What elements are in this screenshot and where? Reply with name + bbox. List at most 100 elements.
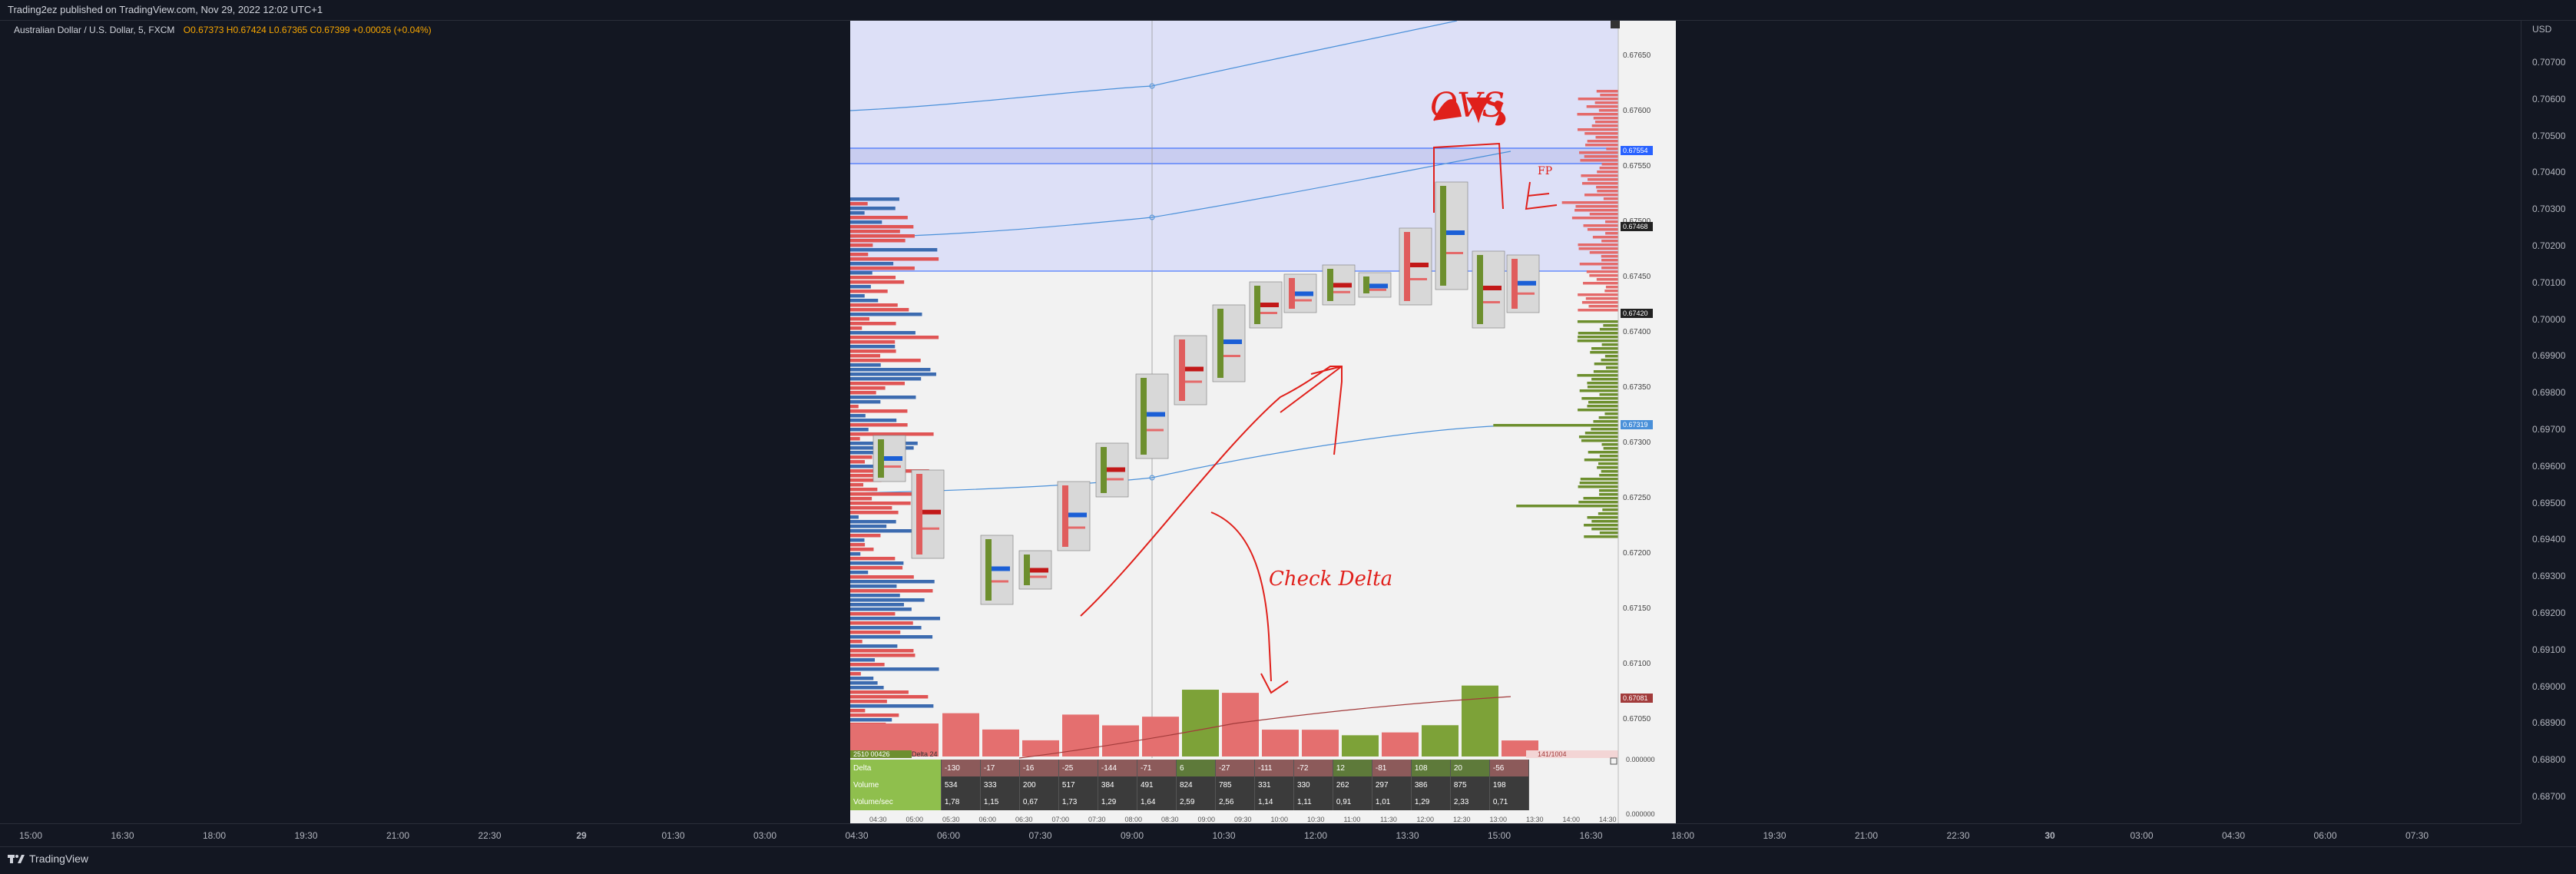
left-profile-bar: [850, 497, 872, 501]
right-profile-bar-green: [1598, 416, 1618, 419]
stats-row: Volume 534 333 200 517 384 491 824 785 331 330 262 2…: [850, 776, 1530, 793]
scroll-right-icon[interactable]: [1611, 21, 1620, 28]
right-profile-bar-green: [1590, 351, 1618, 354]
footprint-body: [1404, 232, 1410, 301]
time-axis[interactable]: 15:00 16:30 18:00 19:30 21:00 22:30 29 01:30 03:…: [0, 823, 2521, 847]
left-profile-bar: [850, 308, 909, 312]
symbol-legend[interactable]: Australian Dollar / U.S. Dollar, 5, FXCM…: [14, 25, 432, 35]
indicator-toggle-icon[interactable]: [1610, 757, 1617, 765]
stats-cell: 2,59: [1176, 793, 1216, 810]
right-profile-bar-green: [1578, 501, 1618, 504]
left-profile-bar: [850, 262, 894, 266]
inner-price-tick: 0.67200: [1623, 549, 1651, 558]
badge-black-1: [1621, 222, 1653, 231]
inner-price-tick: 0.67550: [1623, 162, 1651, 170]
time-tick: 16:30: [1579, 830, 1603, 841]
vwap-lower-band: [850, 425, 1511, 494]
stats-cell: -81: [1372, 760, 1412, 776]
box-annotation: [1433, 142, 1504, 213]
stats-cell: -17: [980, 760, 1020, 776]
footprint-level: [922, 527, 939, 530]
stats-cell: -130: [941, 760, 981, 776]
right-profile-bar-red: [1596, 278, 1618, 281]
left-profile-bar: [850, 704, 934, 708]
right-profile-bar-red: [1606, 147, 1618, 151]
right-profile-bar-red: [1584, 155, 1618, 158]
stats-cell: 384: [1098, 776, 1137, 793]
right-volume-profile: [1493, 90, 1618, 538]
stats-row: Delta -130 -17 -16 -25 -144 -71 6 -27 -111 -72 12 -8…: [850, 760, 1530, 776]
stats-cell: -25: [1058, 760, 1098, 776]
right-profile-bar-red: [1604, 290, 1618, 293]
left-profile-bar: [850, 654, 916, 657]
left-profile-bar: [850, 515, 859, 519]
inner-time-label: 13:30: [1526, 816, 1544, 823]
left-profile-bar: [850, 594, 900, 598]
time-tick: 22:30: [1946, 830, 1970, 841]
stats-cell: 1,11: [1293, 793, 1333, 810]
right-profile-bar-green: [1493, 424, 1618, 427]
footprint-poc: [1518, 280, 1536, 286]
right-profile-bar-green: [1516, 505, 1618, 508]
left-profile-bar: [850, 451, 878, 455]
stats-cell: 297: [1372, 776, 1412, 793]
right-profile-bar-green: [1591, 528, 1618, 531]
volume-ma-line: [1018, 696, 1511, 759]
right-profile-bar-red: [1579, 263, 1618, 266]
e-annotation: [1525, 181, 1558, 210]
right-profile-bar-red: [1588, 305, 1618, 308]
stats-cell: 20: [1450, 760, 1490, 776]
left-profile-bar: [850, 211, 865, 215]
left-profile-bar: [850, 294, 865, 298]
right-profile-bar-red: [1583, 282, 1618, 285]
stats-cell: -72: [1293, 760, 1333, 776]
time-tick: 12:00: [1303, 830, 1328, 841]
right-profile-bar-red: [1605, 220, 1618, 223]
left-profile-bar: [850, 437, 860, 441]
right-profile-bar-red: [1586, 270, 1618, 273]
ohlc-values: O0.67373 H0.67424 L0.67365 C0.67399 +0.0…: [183, 25, 432, 35]
left-profile-bar: [850, 428, 869, 432]
symbol-name: Australian Dollar / U.S. Dollar, 5, FXCM: [14, 25, 175, 35]
right-profile-bar-green: [1593, 370, 1618, 373]
right-profile-bar-green: [1593, 420, 1618, 423]
stats-cell: 1,15: [980, 793, 1020, 810]
price-axis[interactable]: USD 0.70700 0.70600 0.70500 0.70400 0.70300 0…: [2521, 21, 2576, 823]
volume-bar: [1342, 735, 1379, 756]
right-profile-bar-red: [1588, 178, 1618, 181]
left-profile-bar: [850, 589, 933, 593]
right-profile-bar-green: [1601, 443, 1618, 446]
tradingview-brand[interactable]: TradingView: [8, 852, 88, 865]
price-tick: 0.70200: [2532, 240, 2566, 251]
left-profile-bar: [850, 253, 869, 257]
inner-time-label: 14:30: [1599, 816, 1617, 823]
stats-cell: 491: [1137, 776, 1177, 793]
right-profile-bar-green: [1584, 524, 1618, 527]
time-tick: 29: [576, 830, 587, 841]
inner-time-label: 10:00: [1271, 816, 1289, 823]
left-profile-bar: [850, 419, 897, 422]
stats-cell: 200: [1019, 776, 1059, 793]
footprint-level: [1295, 299, 1312, 302]
right-profile-bar-red: [1598, 109, 1618, 112]
right-profile-bar-green: [1584, 432, 1618, 435]
inner-time-label: 11:00: [1344, 816, 1361, 823]
left-profile-bar: [850, 709, 866, 713]
left-profile-bar: [850, 690, 909, 694]
footprint-poc: [884, 456, 902, 461]
time-tick: 03:00: [2130, 830, 2154, 841]
stats-cell: 2,56: [1215, 793, 1255, 810]
right-profile-bar-green: [1604, 412, 1618, 415]
right-profile-bar-green: [1587, 516, 1618, 519]
price-tick: 0.68700: [2532, 791, 2566, 802]
inner-time-label: 11:30: [1380, 816, 1397, 823]
stats-cell: 330: [1293, 776, 1333, 793]
brand-name: TradingView: [29, 852, 89, 865]
left-profile-bar: [850, 326, 863, 330]
footprint-level: [1260, 312, 1277, 314]
right-profile-bar-red: [1583, 224, 1618, 227]
right-profile-bar-green: [1577, 320, 1618, 323]
right-profile-bar-red: [1577, 113, 1618, 116]
right-profile-bar-green: [1578, 336, 1618, 339]
footprint-body: [1327, 269, 1333, 301]
